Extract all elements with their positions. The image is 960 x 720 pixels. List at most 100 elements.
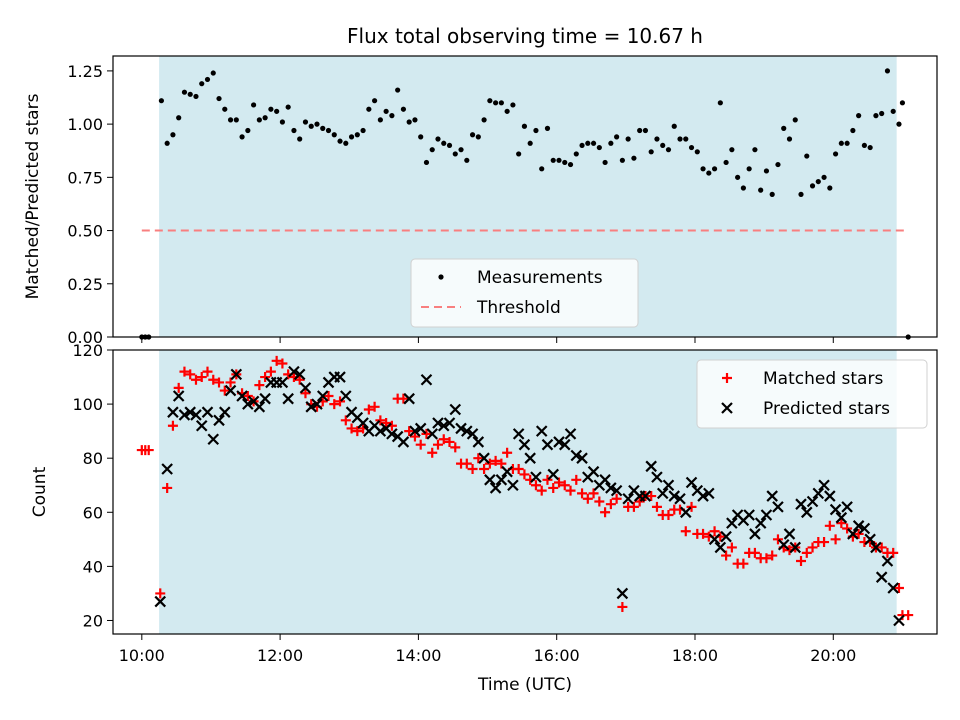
data-point xyxy=(887,582,899,594)
data-point xyxy=(749,528,761,540)
data-point xyxy=(426,428,439,440)
data-point xyxy=(354,132,360,138)
data-point xyxy=(576,452,588,464)
data-point xyxy=(723,159,729,166)
series-measurements xyxy=(139,68,911,340)
data-point xyxy=(769,191,775,197)
data-point xyxy=(406,119,412,125)
data-point xyxy=(438,434,449,445)
data-point xyxy=(225,377,236,388)
data-point xyxy=(214,377,225,388)
data-point xyxy=(530,471,542,483)
data-point xyxy=(475,134,481,140)
data-point xyxy=(781,125,787,131)
data-point xyxy=(842,523,853,534)
legend-marker-predicted xyxy=(721,402,733,414)
data-point xyxy=(316,390,329,402)
data-point xyxy=(446,142,453,149)
data-point xyxy=(875,571,888,583)
data-point xyxy=(294,374,305,385)
data-point xyxy=(884,68,891,74)
data-point xyxy=(343,140,349,146)
data-point xyxy=(271,355,282,366)
data-point xyxy=(761,553,772,564)
data-point xyxy=(375,415,386,426)
data-point xyxy=(518,438,531,451)
data-point xyxy=(622,492,634,505)
data-point xyxy=(418,134,424,140)
data-point xyxy=(804,153,810,159)
data-point xyxy=(323,390,334,401)
data-point xyxy=(539,166,545,172)
data-point xyxy=(694,149,700,155)
data-point xyxy=(700,166,706,172)
data-point xyxy=(763,168,770,174)
data-point xyxy=(285,104,291,110)
data-point xyxy=(291,127,297,134)
data-point xyxy=(800,506,813,519)
data-point xyxy=(683,136,689,142)
data-point xyxy=(628,501,639,512)
x-axis-label: Time (UTC) xyxy=(477,675,572,695)
data-point xyxy=(386,428,398,440)
data-point xyxy=(752,147,758,153)
data-point xyxy=(329,399,340,410)
data-point xyxy=(634,496,645,507)
data-point xyxy=(202,366,213,377)
data-point xyxy=(432,439,443,450)
data-point xyxy=(766,490,778,502)
data-point xyxy=(427,447,438,458)
data-point xyxy=(830,534,841,545)
data-point xyxy=(346,423,357,434)
data-point xyxy=(498,100,504,106)
data-point xyxy=(665,147,672,153)
data-point xyxy=(429,147,435,153)
data-point xyxy=(452,151,458,157)
data-point xyxy=(444,436,455,447)
data-point xyxy=(758,187,764,193)
legend-box xyxy=(696,359,928,429)
data-point xyxy=(216,95,222,102)
data-point xyxy=(161,463,173,475)
data-point xyxy=(513,464,524,475)
data-point xyxy=(458,147,464,153)
legend-label: Matched stars xyxy=(763,369,883,389)
legend-label: Predicted stars xyxy=(763,399,890,419)
data-point xyxy=(337,138,343,144)
data-point xyxy=(193,93,199,100)
data-point xyxy=(250,102,257,108)
data-point xyxy=(143,445,154,456)
data-point xyxy=(484,458,495,469)
data-point xyxy=(155,588,166,599)
data-point xyxy=(239,134,245,140)
data-point xyxy=(801,547,812,558)
data-point xyxy=(903,610,914,621)
axes-frame xyxy=(112,55,938,338)
data-point xyxy=(783,528,796,540)
data-point xyxy=(645,460,657,473)
data-point xyxy=(443,417,456,429)
data-point xyxy=(656,487,669,500)
data-point xyxy=(807,542,818,553)
data-point xyxy=(631,155,637,161)
data-point xyxy=(265,366,276,377)
y-tick-label: 0.25 xyxy=(67,275,103,294)
data-point xyxy=(562,159,568,166)
data-point xyxy=(496,458,507,469)
data-point xyxy=(544,125,551,131)
data-point xyxy=(714,541,727,554)
data-point xyxy=(688,144,695,151)
data-point xyxy=(412,117,418,123)
data-point xyxy=(222,106,228,112)
data-point xyxy=(899,100,906,106)
data-point xyxy=(553,436,565,448)
data-point xyxy=(242,390,253,401)
data-point xyxy=(858,522,871,535)
data-point xyxy=(352,426,363,437)
data-point xyxy=(550,157,556,163)
data-point xyxy=(708,533,721,546)
data-point xyxy=(277,358,288,369)
data-point xyxy=(706,170,712,176)
data-point xyxy=(253,401,266,413)
data-point xyxy=(527,140,533,146)
